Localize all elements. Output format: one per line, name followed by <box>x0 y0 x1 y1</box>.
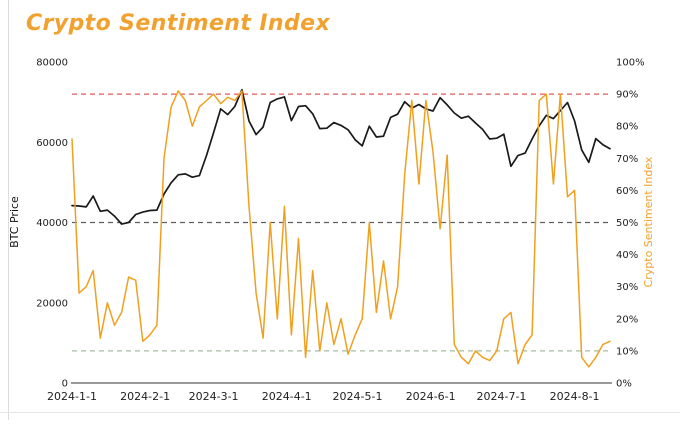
x-axis-tick-label: 2024-1-1 <box>47 390 97 403</box>
x-axis-tick-label: 2024-3-1 <box>189 390 239 403</box>
x-axis-tick-label: 2024-7-1 <box>476 390 526 403</box>
right-axis-tick-label: 10% <box>616 346 638 357</box>
x-axis-tick-label: 2024-8-1 <box>550 390 600 403</box>
x-axis-tick-label: 2024-2-1 <box>120 390 170 403</box>
btc-price-line <box>71 88 611 225</box>
right-axis-tick-label: 90% <box>616 90 638 101</box>
left-axis-title: BTC Price <box>8 196 21 248</box>
left-axis-tick-label: 40000 <box>36 218 68 229</box>
right-axis-tick-label: 50% <box>616 218 638 229</box>
x-axis-tick-label: 2024-6-1 <box>406 390 456 403</box>
right-axis-tick-label: 70% <box>616 154 638 165</box>
right-axis-tick-label: 20% <box>616 314 638 325</box>
right-axis-tick-label: 60% <box>616 186 638 197</box>
page-left-border <box>8 0 9 420</box>
right-axis-tick-label: 100% <box>616 58 645 69</box>
right-axis-tick-label: 30% <box>616 282 638 293</box>
left-axis-tick-label: 20000 <box>36 298 68 309</box>
x-axis-tick-label: 2024-5-1 <box>333 390 383 403</box>
right-axis-title: Crypto Sentiment Index <box>642 156 655 287</box>
right-axis-tick-label: 0% <box>616 379 632 390</box>
page-bottom-border <box>0 412 680 413</box>
x-axis-tick-label: 2024-4-1 <box>262 390 312 403</box>
right-axis-tick-label: 80% <box>616 122 638 133</box>
sentiment-line <box>71 90 611 368</box>
right-axis-tick-label: 40% <box>616 250 638 261</box>
left-axis-tick-label: 60000 <box>36 138 68 149</box>
chart-title: Crypto Sentiment Index <box>26 11 331 36</box>
left-axis-tick-label: 80000 <box>36 58 68 69</box>
left-axis-tick-label: 0 <box>62 379 68 390</box>
